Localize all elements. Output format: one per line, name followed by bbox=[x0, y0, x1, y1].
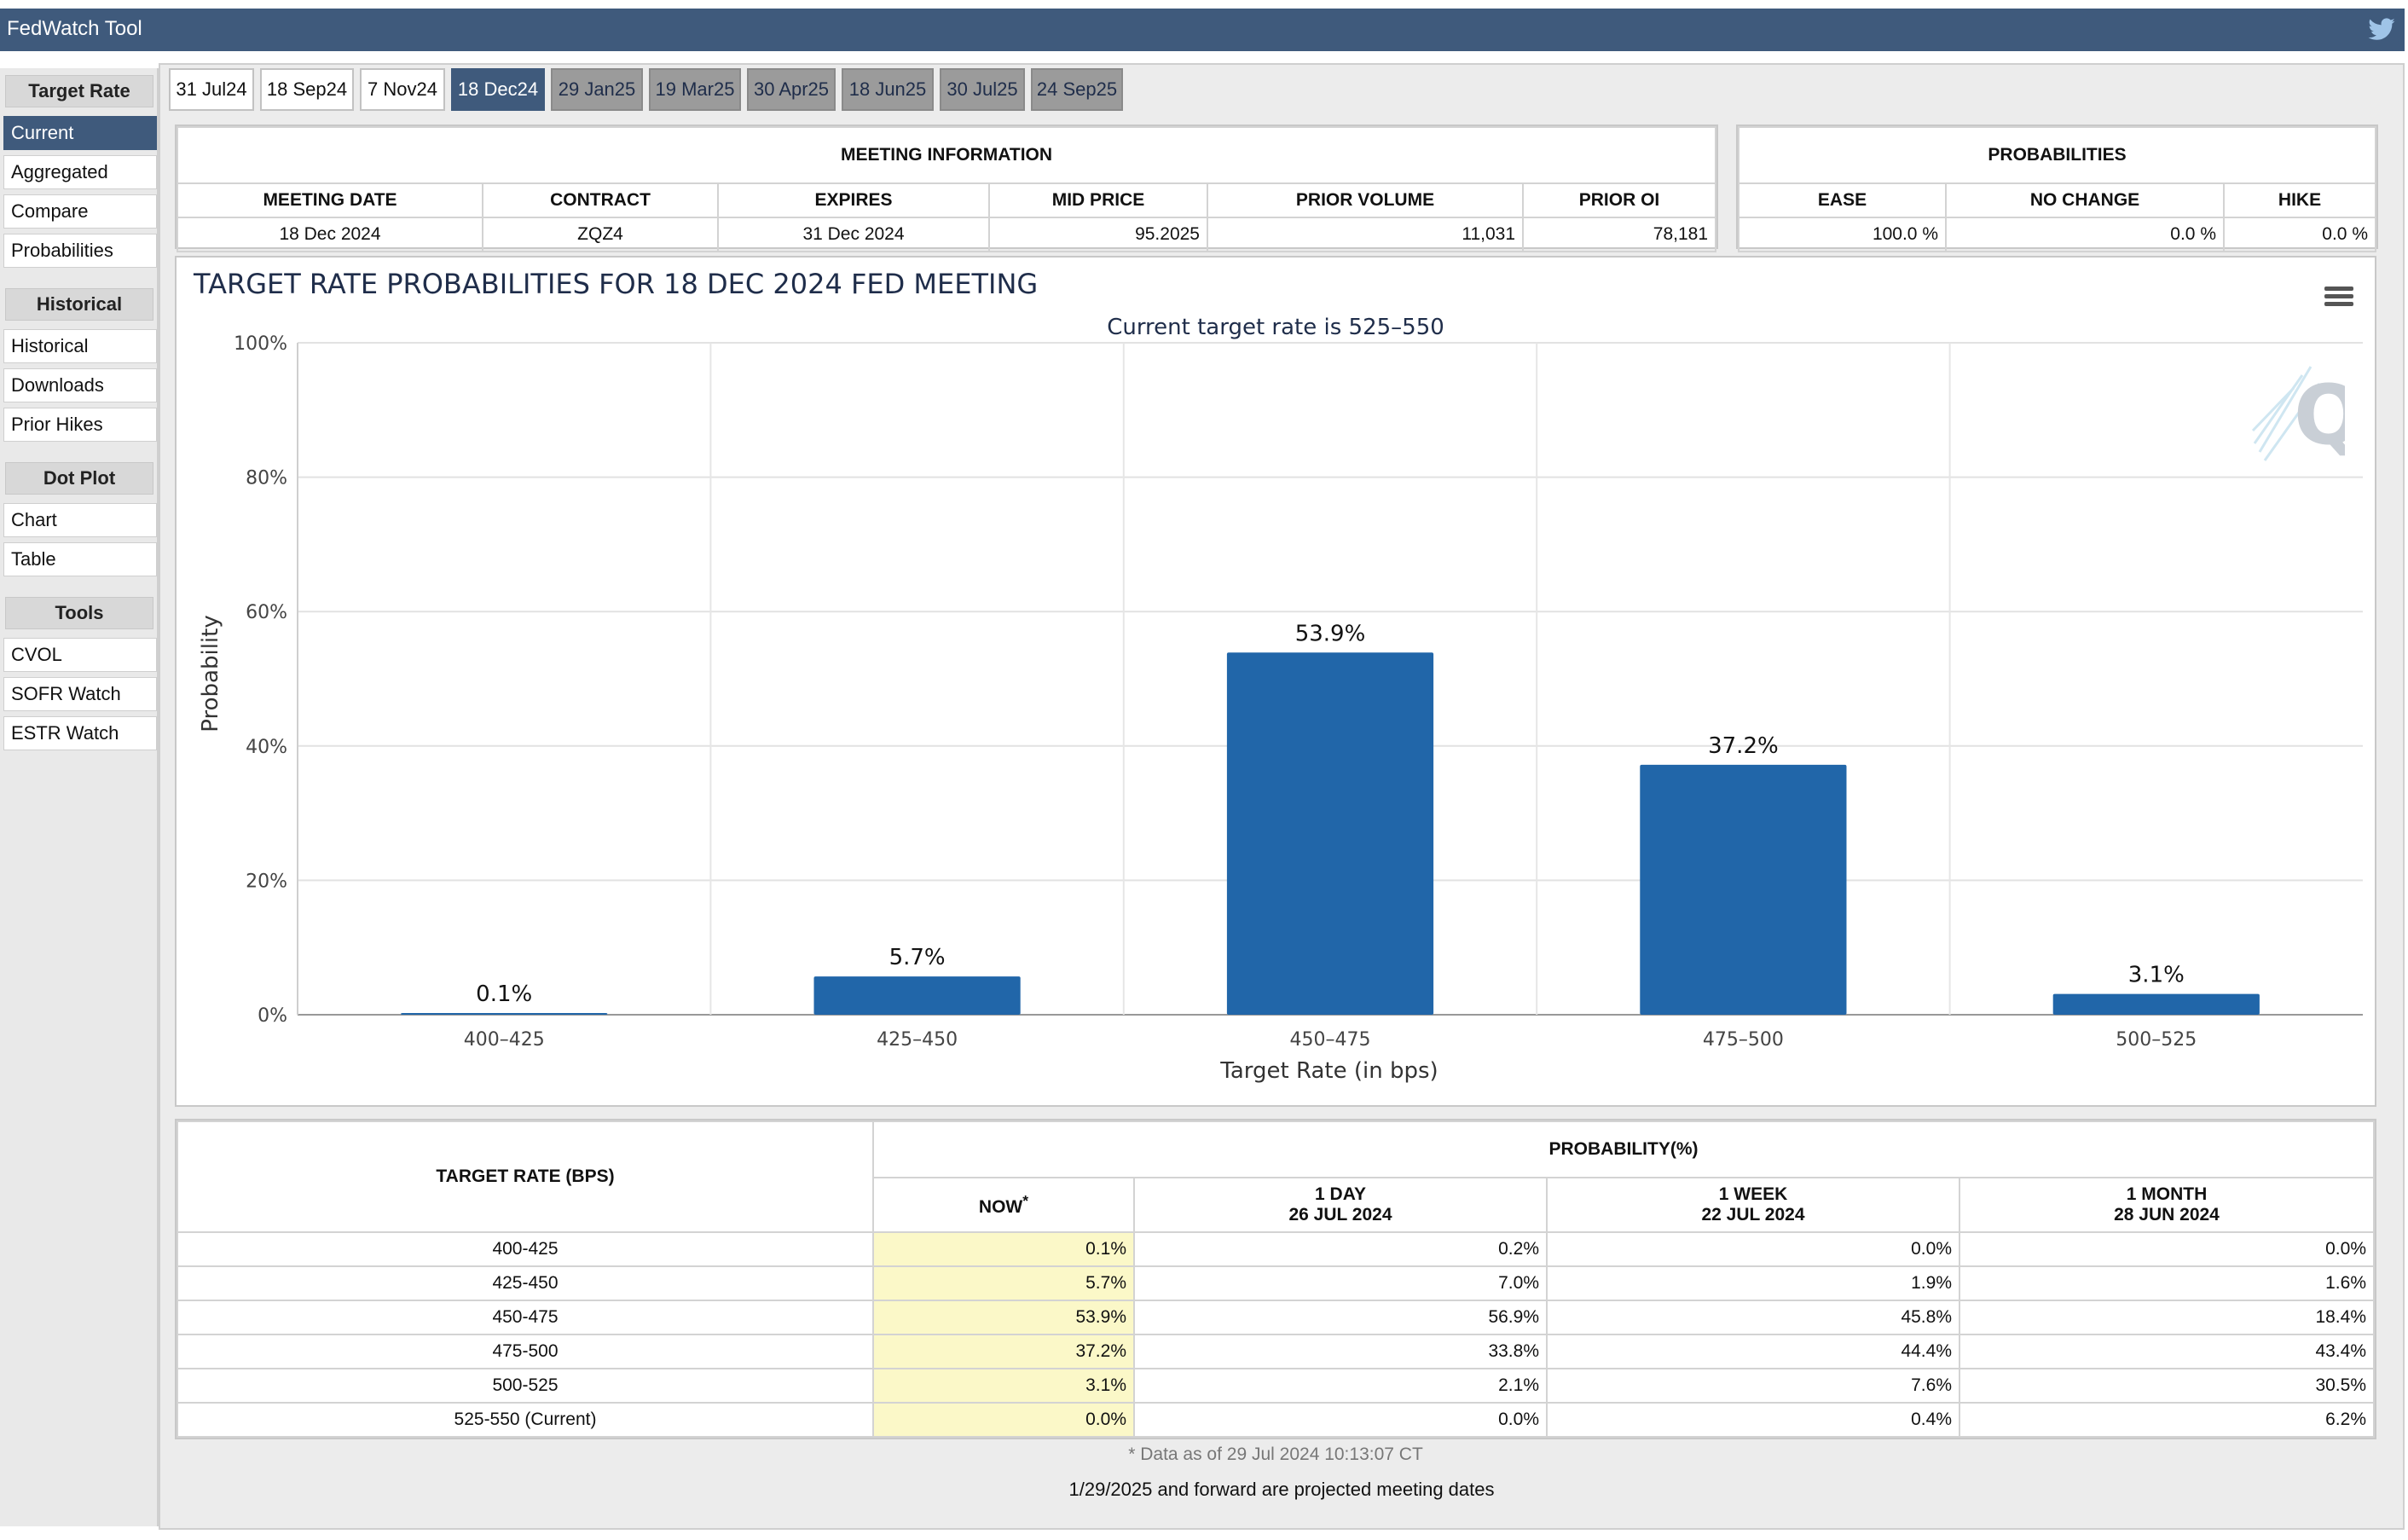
x-tick-label: 475–500 bbox=[1703, 1029, 1784, 1051]
sidebar-header-tools: Tools bbox=[5, 597, 153, 629]
y-tick-label: 80% bbox=[246, 468, 287, 489]
header-no-change: NO CHANGE bbox=[1945, 182, 2225, 218]
table-row: 450-475 53.9% 56.9% 45.8% 18.4% bbox=[177, 1300, 2375, 1335]
probability-table-panel: TARGET RATE (BPS) PROBABILITY(%) NOW* 1 … bbox=[175, 1119, 2376, 1439]
bar-data-label: 5.7% bbox=[889, 945, 946, 970]
data-timestamp-footnote: * Data as of 29 Jul 2024 10:13:07 CT bbox=[175, 1439, 2376, 1470]
tab-24-sep25[interactable]: 24 Sep25 bbox=[1031, 68, 1123, 111]
expires-value: 31 Dec 2024 bbox=[717, 217, 990, 252]
no-change-value: 0.0 % bbox=[1945, 217, 2225, 252]
mid-price-value: 95.2025 bbox=[988, 217, 1208, 252]
tab-31-jul24[interactable]: 31 Jul24 bbox=[169, 68, 254, 111]
x-tick-label: 450–475 bbox=[1290, 1029, 1371, 1051]
app-titlebar: FedWatch Tool bbox=[0, 9, 2405, 51]
sidebar-item-prior-hikes[interactable]: Prior Hikes bbox=[3, 408, 157, 442]
sidebar-item-probabilities[interactable]: Probabilities bbox=[3, 234, 157, 268]
bar-data-label: 37.2% bbox=[1708, 733, 1779, 759]
header-expires: EXPIRES bbox=[717, 182, 990, 218]
sidebar-item-table[interactable]: Table bbox=[3, 542, 157, 576]
table-row: 525-550 (Current) 0.0% 0.0% 0.4% 6.2% bbox=[177, 1402, 2375, 1438]
chart-title: TARGET RATE PROBABILITIES FOR 18 DEC 202… bbox=[193, 268, 1038, 300]
sidebar-item-cvol[interactable]: CVOL bbox=[3, 638, 157, 672]
header-hike: HIKE bbox=[2223, 182, 2376, 218]
meeting-information-title: MEETING INFORMATION bbox=[177, 126, 1716, 184]
sidebar-item-chart[interactable]: Chart bbox=[3, 503, 157, 537]
y-tick-label: 20% bbox=[246, 871, 287, 892]
bar-1[interactable] bbox=[401, 1013, 608, 1015]
tab-18-dec24[interactable]: 18 Dec24 bbox=[451, 68, 545, 111]
table-row: 425-450 5.7% 7.0% 1.9% 1.6% bbox=[177, 1265, 2375, 1301]
contract-value: ZQZ4 bbox=[482, 217, 719, 252]
q-logo: Q bbox=[2251, 366, 2345, 463]
bar-data-label: 53.9% bbox=[1295, 621, 1366, 646]
tab-18-jun25[interactable]: 18 Jun25 bbox=[842, 68, 934, 111]
svg-text:Q: Q bbox=[2294, 368, 2345, 463]
y-tick-label: 0% bbox=[258, 1005, 287, 1027]
header-meeting-date: MEETING DATE bbox=[177, 182, 483, 218]
bar-data-label: 3.1% bbox=[2128, 963, 2185, 988]
ease-value: 100.0 % bbox=[1738, 217, 1947, 252]
prior-volume-value: 11,031 bbox=[1207, 217, 1524, 252]
meeting-date-value: 18 Dec 2024 bbox=[177, 217, 483, 252]
header-mid-price: MID PRICE bbox=[988, 182, 1208, 218]
header-prior-volume: PRIOR VOLUME bbox=[1207, 182, 1524, 218]
tab-30-jul25[interactable]: 30 Jul25 bbox=[940, 68, 1025, 111]
prior-oi-value: 78,181 bbox=[1522, 217, 1716, 252]
header-probability-percent: PROBABILITY(%) bbox=[872, 1120, 2375, 1178]
table-row: 475-500 37.2% 33.8% 44.4% 43.4% bbox=[177, 1334, 2375, 1369]
y-tick-label: 40% bbox=[246, 737, 287, 758]
header-1-week: 1 WEEK 22 JUL 2024 bbox=[1546, 1177, 1960, 1233]
tab-30-apr25[interactable]: 30 Apr25 bbox=[747, 68, 836, 111]
hike-value: 0.0 % bbox=[2223, 217, 2376, 252]
sidebar: Target Rate Current Aggregated Compare P… bbox=[0, 68, 159, 1526]
header-ease: EASE bbox=[1738, 182, 1947, 218]
sidebar-item-sofr-watch[interactable]: SOFR Watch bbox=[3, 677, 157, 711]
table-row: 500-525 3.1% 2.1% 7.6% 30.5% bbox=[177, 1368, 2375, 1404]
header-1-month: 1 MONTH 28 JUN 2024 bbox=[1959, 1177, 2375, 1233]
sidebar-item-downloads[interactable]: Downloads bbox=[3, 368, 157, 402]
projected-dates-note: 1/29/2025 and forward are projected meet… bbox=[1068, 1479, 1495, 1500]
tab-18-sep24[interactable]: 18 Sep24 bbox=[260, 68, 354, 111]
sidebar-item-aggregated[interactable]: Aggregated bbox=[3, 155, 157, 189]
sidebar-header-historical: Historical bbox=[5, 288, 153, 321]
x-axis-label: Target Rate (in bps) bbox=[1219, 1058, 1438, 1084]
tab-19-mar25[interactable]: 19 Mar25 bbox=[649, 68, 741, 111]
chart-panel: TARGET RATE PROBABILITIES FOR 18 DEC 202… bbox=[175, 256, 2376, 1107]
y-axis-label: Probability bbox=[198, 615, 223, 732]
target-rate-probability-chart: TARGET RATE PROBABILITIES FOR 18 DEC 202… bbox=[193, 268, 2363, 1084]
header-prior-oi: PRIOR OI bbox=[1522, 182, 1716, 218]
sidebar-item-historical[interactable]: Historical bbox=[3, 329, 157, 363]
probabilities-panel: PROBABILITIES EASE NO CHANGE HIKE 100.0 … bbox=[1736, 124, 2378, 252]
twitter-icon[interactable] bbox=[2367, 15, 2396, 44]
bar-data-label: 0.1% bbox=[476, 981, 532, 1007]
y-tick-label: 100% bbox=[234, 333, 287, 355]
header-now: NOW* bbox=[872, 1177, 1135, 1233]
hamburger-menu-icon[interactable] bbox=[2324, 285, 2353, 309]
bar-5[interactable] bbox=[2052, 993, 2260, 1015]
tab-29-jan25[interactable]: 29 Jan25 bbox=[551, 68, 643, 111]
x-tick-label: 400–425 bbox=[464, 1029, 545, 1051]
app-title: FedWatch Tool bbox=[7, 17, 142, 40]
y-tick-label: 60% bbox=[246, 602, 287, 623]
bar-3[interactable] bbox=[1226, 652, 1434, 1015]
meeting-information-panel: MEETING INFORMATION MEETING DATE CONTRAC… bbox=[175, 124, 1718, 252]
bar-4[interactable] bbox=[1640, 764, 1847, 1015]
probabilities-title: PROBABILITIES bbox=[1738, 126, 2376, 184]
sidebar-item-estr-watch[interactable]: ESTR Watch bbox=[3, 716, 157, 750]
x-tick-label: 425–450 bbox=[877, 1029, 958, 1051]
tab-7-nov24[interactable]: 7 Nov24 bbox=[360, 68, 445, 111]
sidebar-header-target-rate: Target Rate bbox=[5, 75, 153, 107]
sidebar-header-dot-plot: Dot Plot bbox=[5, 462, 153, 495]
x-tick-label: 500–525 bbox=[2116, 1029, 2197, 1051]
sidebar-item-current[interactable]: Current bbox=[3, 116, 157, 150]
chart-subtitle: Current target rate is 525–550 bbox=[1107, 315, 1444, 340]
header-1-day: 1 DAY 26 JUL 2024 bbox=[1133, 1177, 1548, 1233]
bar-2[interactable] bbox=[813, 976, 1021, 1015]
header-target-rate-bps: TARGET RATE (BPS) bbox=[177, 1120, 874, 1233]
sidebar-item-compare[interactable]: Compare bbox=[3, 194, 157, 229]
header-contract: CONTRACT bbox=[482, 182, 719, 218]
table-row: 400-425 0.1% 0.2% 0.0% 0.0% bbox=[177, 1231, 2375, 1267]
